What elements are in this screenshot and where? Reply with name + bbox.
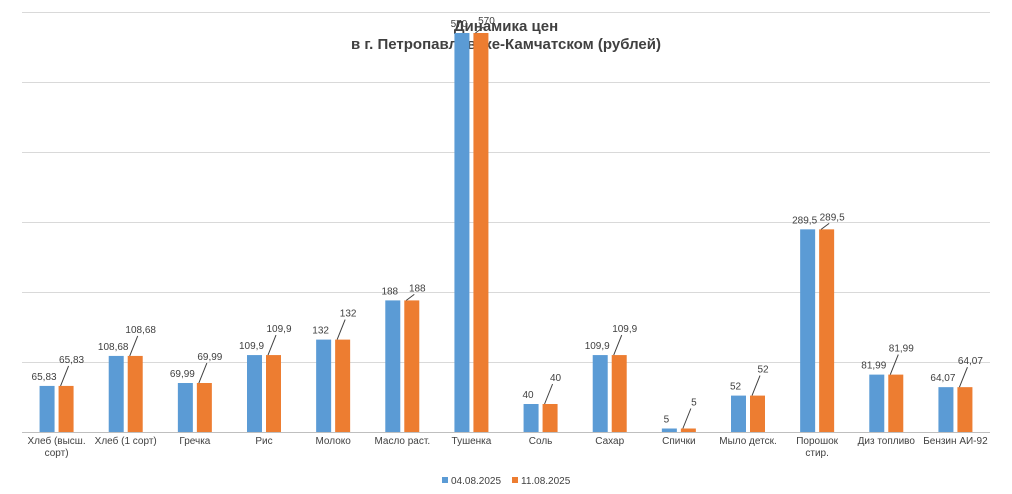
data-label: 81,99: [861, 361, 886, 372]
data-label: 109,9: [585, 341, 610, 352]
bar: [404, 300, 420, 432]
legend: 04.08.2025 11.08.2025: [442, 476, 571, 487]
category-label: Рис: [255, 436, 272, 447]
data-label: 64,07: [958, 356, 983, 367]
leader-line: [751, 375, 761, 396]
data-label: 109,9: [266, 324, 291, 335]
category-label: Диз топливо: [858, 436, 916, 447]
data-label: 69,99: [197, 352, 222, 363]
category-label: Хлеб (высш. сорт): [28, 435, 86, 459]
category-label: Соль: [529, 436, 553, 447]
data-label: 108,68: [125, 325, 156, 336]
category-label: Мыло детск.: [719, 436, 777, 447]
bar: [888, 374, 904, 432]
leader-line: [129, 335, 139, 357]
data-label: 108,68: [98, 342, 129, 353]
bar: [58, 385, 74, 432]
leader-line: [544, 383, 554, 405]
bar: [316, 339, 332, 432]
bar: [454, 33, 470, 432]
data-label: 5: [664, 415, 670, 426]
bar: [39, 385, 55, 432]
data-label: 570: [478, 16, 495, 27]
data-labels: 65,8365,83108,68108,6869,9969,99109,9109…: [32, 16, 984, 426]
data-label: 81,99: [889, 344, 914, 355]
bar: [750, 395, 765, 432]
data-label: 5: [691, 398, 697, 409]
leader-line: [336, 319, 346, 340]
bar: [592, 355, 608, 432]
data-label: 188: [381, 286, 398, 297]
data-label: 69,99: [170, 369, 195, 380]
chart-subtitle-line: в г. Петропавловске-Камчатском (рублей): [351, 36, 661, 53]
legend-swatch: [442, 477, 448, 483]
bar: [869, 374, 885, 432]
leader-line: [198, 362, 208, 384]
data-label: 109,9: [612, 324, 637, 335]
category-label: Бензин АИ-92: [923, 436, 988, 447]
bar: [680, 428, 696, 432]
bar: [108, 355, 124, 432]
leader-line: [958, 366, 968, 388]
data-label: 289,5: [820, 212, 845, 223]
data-label: 65,83: [32, 372, 57, 383]
bar: [938, 387, 954, 432]
bars: [39, 33, 973, 432]
category-label: Порошок стир.: [796, 436, 838, 459]
bar: [731, 395, 746, 432]
bar: [247, 355, 262, 432]
category-label: Гречка: [179, 436, 210, 447]
data-label: 40: [550, 373, 562, 384]
category-label: Тушенка: [452, 436, 492, 447]
bar: [819, 229, 835, 432]
bar: [542, 404, 558, 432]
legend-label: 11.08.2025: [521, 476, 571, 487]
leader-line: [682, 408, 692, 429]
bar: [661, 428, 677, 432]
data-label: 64,07: [930, 373, 955, 384]
bar: [335, 339, 351, 432]
bar: [800, 229, 816, 432]
data-label: 570: [451, 19, 468, 30]
leader-line: [613, 334, 623, 356]
leader-lines: [60, 26, 968, 429]
chart-title: Динамика цен в г. Петропавловске-Камчатс…: [0, 18, 1012, 54]
category-label: Хлеб (1 сорт): [95, 435, 157, 447]
chart-title-line: Динамика цен: [453, 18, 559, 35]
category-label: Молоко: [315, 436, 351, 447]
category-label: Спички: [662, 436, 695, 447]
data-label: 188: [409, 283, 426, 294]
bar: [196, 383, 212, 432]
leader-line: [889, 354, 899, 375]
data-label: 40: [523, 390, 535, 401]
grid-lines: [22, 12, 990, 433]
bar: [266, 355, 281, 432]
bar: [523, 404, 539, 432]
leader-line: [405, 293, 415, 301]
legend-swatch: [512, 477, 518, 483]
data-label: 52: [757, 365, 769, 376]
data-label: 65,83: [59, 355, 84, 366]
leader-line: [60, 365, 70, 387]
category-label: Масло раст.: [374, 436, 430, 447]
leader-line: [475, 26, 484, 34]
bar: [127, 355, 143, 432]
bar: [611, 355, 627, 432]
data-label: 109,9: [239, 341, 264, 352]
category-labels: Хлеб (высш. сорт) Хлеб (1 сорт) Гречка Рис Мо…: [28, 435, 989, 459]
leader-line: [820, 222, 830, 230]
bar: [473, 33, 489, 432]
leader-line: [267, 334, 277, 356]
data-label: 132: [312, 326, 329, 337]
data-label: 289,5: [792, 215, 817, 226]
category-label: Сахар: [595, 436, 624, 447]
legend-label: 04.08.2025: [451, 476, 501, 487]
data-label: 132: [340, 309, 357, 320]
bar: [385, 300, 401, 432]
bar: [957, 387, 973, 432]
data-label: 52: [730, 382, 742, 393]
bar: [177, 383, 193, 432]
